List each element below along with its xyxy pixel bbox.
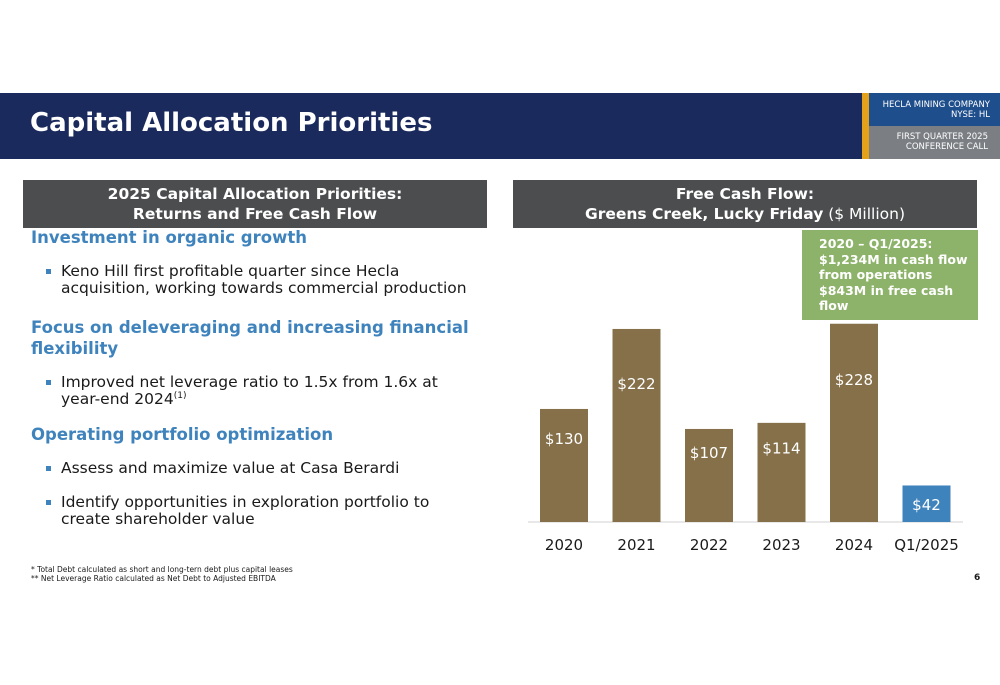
call-line2: CONFERENCE CALL: [905, 142, 988, 152]
free-cash-flow-chart: $130 2020 $222 2021 $107 2022 $114 2023 $228 2024…: [528, 323, 963, 554]
page-number: 6: [974, 573, 981, 583]
left-header-line1: 2025 Capital Allocation Priorities:: [107, 185, 403, 203]
callout-line2: $1,234M in cash flow: [819, 251, 968, 267]
data-label: $130: [545, 430, 583, 448]
accent-strip: [862, 93, 869, 159]
call-box: FIRST QUARTER 2025 CONFERENCE CALL: [869, 126, 1000, 159]
section-heading-portfolio: Operating portfolio optimization: [31, 425, 334, 444]
bullet-exploration: Identify opportunities in exploration po…: [31, 494, 476, 528]
left-section-header: 2025 Capital Allocation Priorities: Retu…: [23, 180, 487, 228]
footnote-1: * Total Debt calculated as short and lon…: [31, 565, 293, 574]
x-tick-label: Q1/2025: [894, 536, 959, 554]
ticker: NYSE: HL: [950, 110, 990, 120]
call-line1: FIRST QUARTER 2025: [896, 132, 988, 142]
section-heading-organic-growth: Investment in organic growth: [31, 228, 307, 247]
x-tick-label: 2023: [762, 536, 800, 554]
x-tick-label: 2024: [835, 536, 873, 554]
header-bar: [0, 93, 862, 159]
data-label: $107: [690, 444, 728, 462]
data-label: $114: [762, 440, 800, 458]
right-header-units: ($ Million): [823, 205, 906, 223]
callout-line1: 2020 – Q1/2025:: [819, 236, 933, 251]
x-tick-label: 2021: [617, 536, 655, 554]
data-label: $222: [617, 375, 655, 393]
callout-line5: flow: [819, 298, 849, 313]
bullet-net-leverage: Improved net leverage ratio to 1.5x from…: [31, 374, 476, 408]
right-header-mines: Greens Creek, Lucky Friday: [584, 205, 824, 223]
bullet-casa-berardi: Assess and maximize value at Casa Berard…: [31, 460, 476, 477]
data-label: $42: [912, 496, 941, 514]
x-tick-label: 2022: [690, 536, 728, 554]
company-name: HECLA MINING COMPANY: [882, 100, 990, 110]
bar-2024: [830, 323, 878, 522]
right-section-header: Free Cash Flow: Greens Creek, Lucky Frid…: [513, 180, 977, 228]
footnotes: * Total Debt calculated as short and lon…: [31, 565, 293, 583]
bar-q1-2025: [902, 485, 951, 522]
bar-2020: [540, 408, 588, 522]
x-tick-label: 2020: [545, 536, 583, 554]
bar-2022: [685, 428, 733, 522]
footnote-ref: (1): [173, 390, 187, 401]
bullet-keno-hill: Keno Hill first profitable quarter since…: [31, 263, 476, 297]
bullet-net-leverage-text: Improved net leverage ratio to 1.5x from…: [61, 373, 438, 408]
callout-line4: $843M in free cash: [819, 282, 954, 298]
right-header-line2: Greens Creek, Lucky Friday ($ Million): [513, 204, 977, 224]
left-header-line2: Returns and Free Cash Flow: [132, 205, 378, 223]
data-label: $228: [835, 371, 873, 389]
cash-flow-callout: 2020 – Q1/2025: $1,234M in cash flow fro…: [802, 230, 978, 320]
company-box: HECLA MINING COMPANY NYSE: HL: [869, 93, 1000, 126]
priorities-list: Investment in organic growth Keno Hill f…: [31, 227, 476, 528]
section-heading-deleveraging: Focus on deleveraging and increasing fin…: [31, 318, 469, 358]
bar-2021: [612, 328, 661, 522]
callout-line3: from operations: [819, 267, 933, 282]
right-header-line1: Free Cash Flow:: [675, 185, 815, 203]
page-title: Capital Allocation Priorities: [30, 108, 433, 138]
footnote-2: ** Net Leverage Ratio calculated as Net …: [31, 574, 276, 583]
bar-2023: [757, 422, 806, 522]
